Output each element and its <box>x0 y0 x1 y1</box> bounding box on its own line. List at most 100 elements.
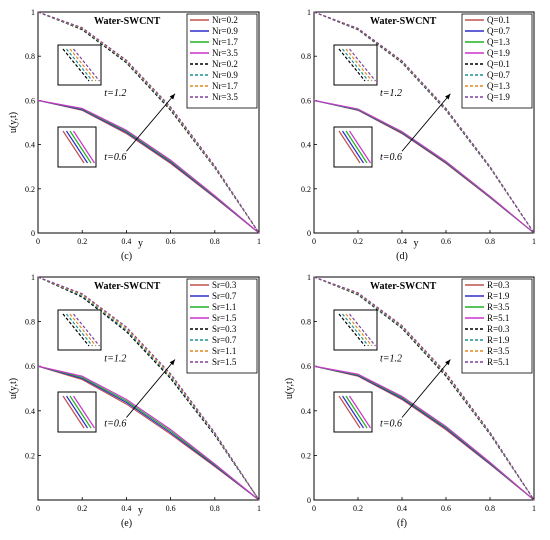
inset-line <box>62 48 90 82</box>
legend-label: Nr=1.7 <box>212 81 238 91</box>
y-tick-label: 0.4 <box>301 141 311 150</box>
legend-box <box>186 278 258 374</box>
inset-line <box>341 395 365 429</box>
y-tick-label: 0.2 <box>25 185 35 194</box>
series-line <box>313 99 535 234</box>
series-line <box>37 365 260 501</box>
series-line <box>37 365 260 501</box>
annotation-t-high: t=1.2 <box>380 354 402 365</box>
y-tick-label: 0 <box>307 496 311 505</box>
inset-line <box>69 130 92 164</box>
inset-line <box>62 395 85 429</box>
y-tick-label: 0.8 <box>301 52 311 61</box>
inset-line <box>65 395 89 429</box>
legend-label: Q=0.7 <box>487 70 510 80</box>
legend-label: R=3.5 <box>487 302 510 312</box>
panel-label: (c) <box>121 251 132 262</box>
y-tick-label: 0.2 <box>301 185 311 194</box>
legend-label: R=0.3 <box>487 280 510 290</box>
x-tick-label: 0.4 <box>397 504 407 513</box>
inset-line <box>348 130 372 164</box>
y-tick-label: 0.8 <box>301 318 311 327</box>
x-tick-label: 1 <box>257 237 261 246</box>
inset-line <box>349 48 376 82</box>
legend-label: Q=0.7 <box>487 26 510 36</box>
inset-line <box>66 48 93 82</box>
x-tick-label: 0.8 <box>485 504 495 513</box>
x-tick-label: 0.4 <box>121 237 131 246</box>
annotation-t-high: t=1.2 <box>104 354 126 365</box>
y-tick-label: 0 <box>31 229 35 238</box>
inset-line <box>62 313 90 347</box>
legend-label: Q=1.3 <box>487 81 510 91</box>
x-tick-label: 0.4 <box>397 237 407 246</box>
legend-label: Nr=0.2 <box>212 15 238 25</box>
trend-arrow-head <box>445 93 451 100</box>
y-tick-label: 0.8 <box>25 52 35 61</box>
chart-title: Water-SWCNT <box>370 16 437 27</box>
inset-line <box>345 130 368 164</box>
trend-arrow-line <box>126 93 176 152</box>
inset-line <box>342 313 369 347</box>
legend-label: Q=0.1 <box>487 15 510 25</box>
legend-label: R=0.3 <box>487 324 510 334</box>
y-tick-label: 0.2 <box>301 451 311 460</box>
x-tick-label: 0.2 <box>77 237 87 246</box>
series-line <box>313 365 535 501</box>
series-line <box>313 365 535 501</box>
inset-line <box>73 48 100 82</box>
inset-line <box>69 48 97 82</box>
y-tick-label: 0.6 <box>25 96 35 105</box>
x-tick-label: 0 <box>36 504 40 513</box>
plot-frame <box>37 11 260 234</box>
legend-label: R=5.1 <box>487 313 509 323</box>
trend-arrow-line <box>401 359 451 418</box>
x-tick-label: 0.2 <box>353 237 363 246</box>
plot-frame <box>37 276 260 501</box>
y-tick-label: 1 <box>307 273 311 282</box>
y-tick-label: 1 <box>31 273 35 282</box>
legend-label: Nr=3.5 <box>212 92 238 102</box>
annotation-t-high: t=1.2 <box>380 88 402 99</box>
panel-e: 0 0.2 0.4 0.6 0.8 1 0.2 0.4 0.6 0.8 1 y u(y,t) (e) Wat… <box>8 273 261 529</box>
panel-label: (d) <box>396 251 408 262</box>
annotation-t-low: t=0.6 <box>104 418 126 429</box>
x-tick-label: 0.6 <box>166 504 176 513</box>
x-tick-label: 0.8 <box>210 504 220 513</box>
y-tick-label: 0.6 <box>301 96 311 105</box>
inset-line <box>69 313 97 347</box>
trend-arrow-head <box>445 359 451 366</box>
inset-line <box>338 395 361 429</box>
annotation-t-high: t=1.2 <box>104 88 126 99</box>
series-line <box>37 365 260 501</box>
inset-line <box>345 395 368 429</box>
x-tick-label: 0.2 <box>77 504 87 513</box>
x-axis-label: y <box>138 505 143 516</box>
x-tick-label: 1 <box>532 237 536 246</box>
y-tick-label: 0.4 <box>25 141 35 150</box>
inset-line <box>342 48 369 82</box>
inset-line <box>338 48 366 82</box>
legend-label: Sr=0.3 <box>212 324 237 334</box>
inset-line <box>348 395 372 429</box>
inset-line <box>72 395 96 429</box>
series-line <box>37 276 260 501</box>
y-tick-label: 0.4 <box>25 407 35 416</box>
legend-label: R=5.1 <box>487 357 509 367</box>
inset-line <box>69 395 92 429</box>
y-tick-label: 1 <box>31 8 35 17</box>
plot-frame <box>313 11 535 234</box>
x-tick-label: 0.8 <box>210 237 220 246</box>
chart-title: Water-SWCNT <box>94 16 161 27</box>
x-tick-label: 0.6 <box>166 237 176 246</box>
panel-d: 0 0.2 0.4 0.6 0.8 1 0 0.2 0.4 0.6 0.8 1 y (d) Water-SW… <box>301 8 536 262</box>
legend-label: Nr=0.2 <box>212 59 238 69</box>
legend-label: Sr=0.7 <box>212 335 237 345</box>
inset-line <box>73 313 100 347</box>
x-tick-label: 0.2 <box>353 504 363 513</box>
legend-label: Nr=0.9 <box>212 70 238 80</box>
x-tick-label: 0.6 <box>441 504 451 513</box>
x-tick-label: 0.6 <box>441 237 451 246</box>
legend-label: R=3.5 <box>487 346 510 356</box>
